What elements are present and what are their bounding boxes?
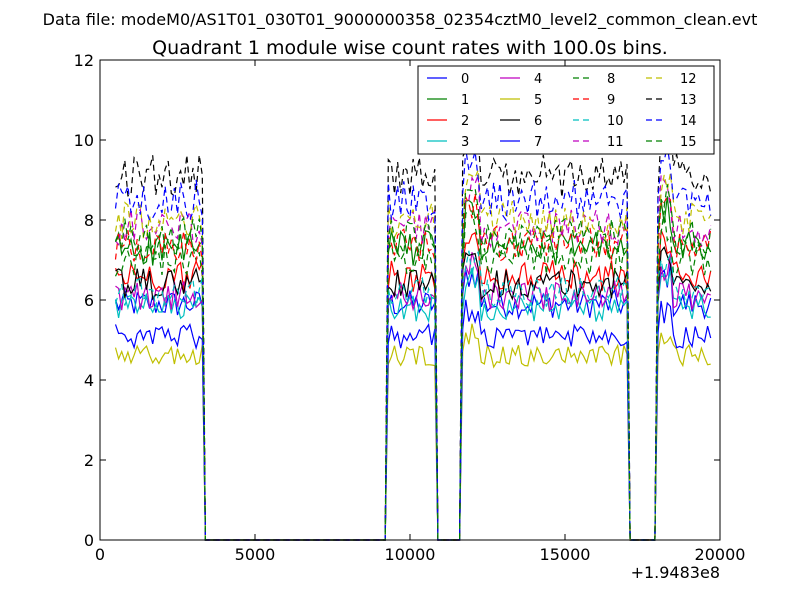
series-layer [114,115,712,541]
y-tick-label: 4 [84,371,94,390]
legend-label-9: 9 [607,93,615,108]
y-tick-label: 0 [84,531,94,550]
legend-label-2: 2 [461,114,469,129]
y-tick-label: 10 [74,131,94,150]
legend-label-10: 10 [607,114,624,129]
legend-label-8: 8 [607,72,615,87]
x-tick-label: 20000 [695,545,746,564]
legend-label-11: 11 [607,135,624,150]
y-tick-label: 6 [84,291,94,310]
legend-label-13: 13 [680,93,697,108]
legend-label-15: 15 [680,135,697,150]
legend-label-0: 0 [461,72,469,87]
x-axis-offset-label: +1.9483e8 [631,563,720,582]
chart-title: Quadrant 1 module wise count rates with … [152,37,668,59]
legend-label-5: 5 [534,93,542,108]
x-axis: 0 5000 10000 15000 20000 [95,60,746,564]
x-tick-label: 0 [95,545,105,564]
legend-label-1: 1 [461,93,469,108]
legend-frame [417,65,715,155]
x-tick-label: 5000 [235,545,276,564]
legend-label-12: 12 [680,72,697,87]
series-line-8 [114,210,712,541]
y-tick-label: 8 [84,211,94,230]
chart-suptitle: Data file: modeM0/AS1T01_030T01_90000003… [43,10,758,30]
legend-label-6: 6 [534,114,542,129]
x-tick-label: 15000 [540,545,591,564]
legend-label-4: 4 [534,72,542,87]
series-line-10 [114,250,711,541]
legend-label-7: 7 [534,135,542,150]
legend-label-14: 14 [680,114,697,129]
y-tick-label: 2 [84,451,94,470]
x-tick-label: 10000 [385,545,436,564]
y-tick-label: 12 [74,51,94,70]
series-line-9 [114,193,712,541]
legend-label-3: 3 [461,135,469,150]
